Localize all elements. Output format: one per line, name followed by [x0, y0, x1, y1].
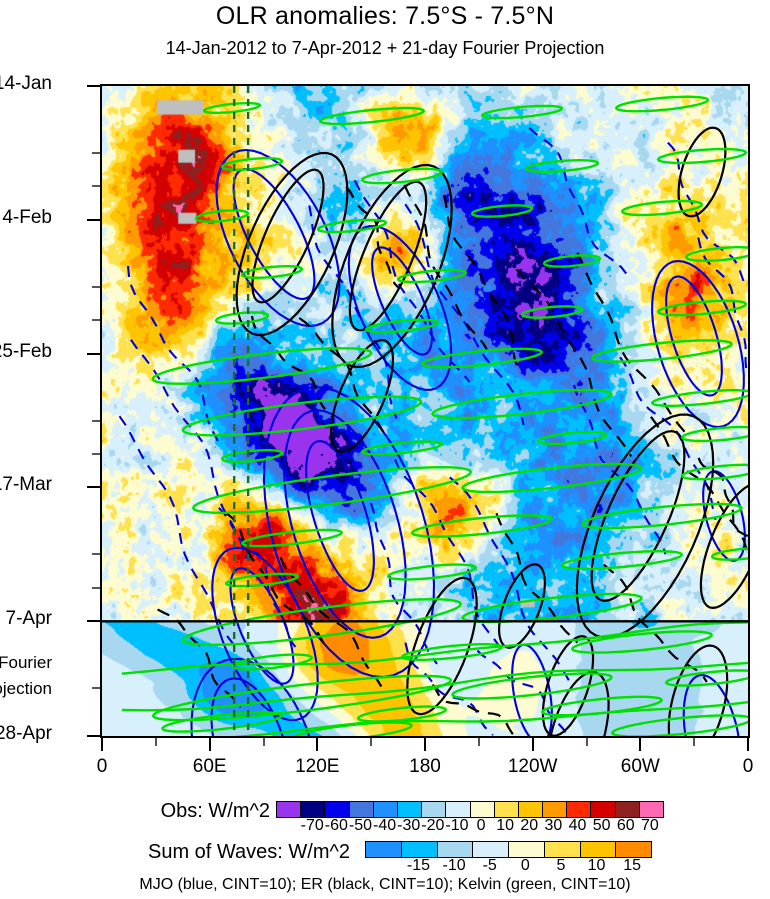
- colorbar-swatch: [472, 842, 508, 857]
- colorbar-swatch: [469, 802, 494, 817]
- colorbar-tick: 0: [476, 817, 486, 834]
- colorbar-tick: -15: [406, 857, 430, 874]
- colorbar-swatches[interactable]: [365, 841, 652, 858]
- y-tick-minor: [92, 419, 100, 422]
- colorbar-tick: -70: [300, 817, 324, 834]
- y-axis-label: 28-Apr: [0, 723, 52, 744]
- colorbar-swatch: [615, 842, 651, 857]
- colorbar-tick: -10: [442, 857, 466, 874]
- colorbar-swatch: [324, 802, 349, 817]
- figure-caption: MJO (blue, CINT=10); ER (black, CINT=10)…: [139, 876, 631, 893]
- colorbar-tick: -5: [482, 857, 497, 874]
- y-tick-major: [87, 218, 100, 221]
- colorbar-swatch: [542, 802, 567, 817]
- colorbar-tick: 0: [520, 857, 530, 874]
- x-tick-minor: [477, 738, 480, 746]
- colorbar-tick: 50: [592, 817, 611, 834]
- colorbar-tick: 60: [616, 817, 635, 834]
- colorbar-tick: 10: [496, 817, 515, 834]
- x-tick-major: [639, 738, 642, 751]
- colorbar-swatch: [445, 802, 470, 817]
- x-axis-label: 180: [409, 756, 441, 777]
- y-tick-minor: [92, 453, 100, 456]
- x-axis-label: 120E: [295, 756, 340, 777]
- y-axis-label: 14-Jan: [0, 73, 52, 94]
- colorbar-swatch: [436, 842, 473, 857]
- colorbar-tick: -50: [348, 817, 372, 834]
- colorbar-swatch: [421, 802, 446, 817]
- colorbar-tick: -30: [397, 817, 421, 834]
- page-title: OLR anomalies: 7.5°S - 7.5°N: [215, 2, 555, 30]
- y-axis-label: 7-Apr: [5, 608, 52, 630]
- colorbar-tick: 30: [544, 817, 563, 834]
- x-tick-major: [531, 738, 534, 751]
- y-tick-major: [87, 620, 100, 623]
- x-tick-major: [316, 738, 319, 751]
- colorbar-swatch: [277, 802, 301, 817]
- colorbar-tick: 20: [520, 817, 539, 834]
- colorbar-swatch: [579, 842, 616, 857]
- y-tick-major: [87, 85, 100, 87]
- x-tick-major: [208, 738, 211, 751]
- y-axis-label: 17-Mar: [0, 474, 52, 496]
- colorbar-swatch: [348, 802, 373, 817]
- colorbar-swatch: [396, 802, 422, 817]
- x-axis-label: 120W: [507, 756, 558, 777]
- page-subtitle: 14-Jan-2012 to 7-Apr-2012 + 21-day Fouri…: [165, 38, 605, 58]
- x-axis-label: 0: [96, 756, 108, 777]
- colorbar-swatch: [372, 802, 397, 817]
- x-tick-minor: [370, 738, 373, 746]
- colorbar-swatch: [508, 842, 544, 857]
- colorbar-swatch: [366, 842, 401, 857]
- colorbar-tick: -10: [445, 817, 469, 834]
- fourier-projection-annotation: Projection: [0, 678, 52, 698]
- colorbar-tick: -60: [324, 817, 348, 834]
- y-tick-minor: [92, 285, 100, 288]
- plot-area[interactable]: [100, 84, 750, 738]
- colorbar-tick: -40: [373, 817, 397, 834]
- x-tick-major: [101, 738, 103, 751]
- y-tick-major: [87, 735, 100, 737]
- colorbar-swatch: [566, 802, 591, 817]
- colorbar-tick: 15: [623, 857, 642, 874]
- colorbar-swatch: [517, 802, 543, 817]
- y-axis-label: 4-Feb: [2, 206, 52, 228]
- x-tick-minor: [154, 738, 157, 746]
- x-axis-label: 60E: [192, 756, 227, 777]
- x-tick-major: [424, 738, 426, 751]
- colorbar-title: Sum of Waves: W/m^2: [147, 841, 350, 863]
- colorbar-swatch: [400, 842, 437, 857]
- y-tick-minor: [92, 553, 100, 556]
- colorbar-swatch: [493, 802, 518, 817]
- y-tick-major: [87, 486, 100, 489]
- x-tick-minor: [262, 738, 265, 746]
- colorbar-swatch: [300, 802, 325, 817]
- y-tick-minor: [92, 185, 100, 188]
- colorbar-swatch: [590, 802, 615, 817]
- colorbar-tick: -20: [421, 817, 445, 834]
- colorbar-swatch: [638, 802, 663, 817]
- x-tick-minor: [693, 738, 696, 746]
- x-axis-label: 0: [742, 756, 754, 777]
- fourier-projection-annotation: Fourier: [0, 653, 52, 673]
- x-tick-major: [747, 738, 749, 751]
- x-axis-label: 60W: [620, 756, 660, 777]
- y-tick-minor: [92, 687, 100, 690]
- y-axis-label: 25-Feb: [0, 340, 52, 362]
- colorbar-tick: 10: [587, 857, 606, 874]
- colorbar-swatches[interactable]: [276, 801, 664, 818]
- y-tick-minor: [92, 586, 100, 589]
- y-tick-major: [87, 352, 100, 355]
- x-tick-minor: [585, 738, 588, 746]
- colorbar-tick: 40: [568, 817, 587, 834]
- colorbar-tick: 5: [556, 857, 566, 874]
- colorbar-tick: 70: [641, 817, 659, 834]
- colorbar-swatch: [614, 802, 639, 817]
- y-tick-minor: [92, 319, 100, 322]
- wave-contour-overlay: [102, 86, 748, 736]
- colorbar-swatch: [543, 842, 580, 857]
- y-tick-minor: [92, 151, 100, 154]
- colorbar-title: Obs: W/m^2: [160, 800, 270, 822]
